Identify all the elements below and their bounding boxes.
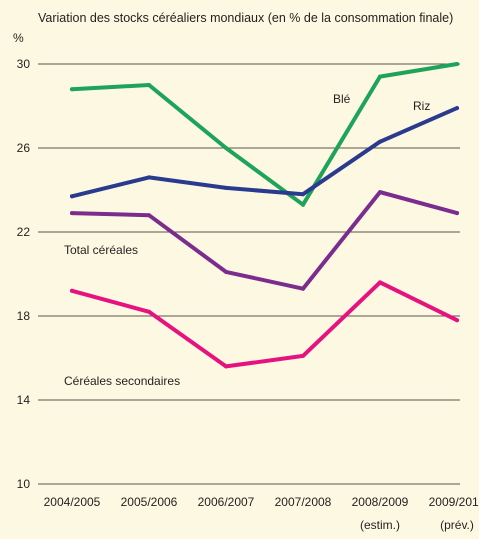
y-tick-label: 10 [17, 477, 31, 491]
x-tick-label: 2008/2009 [352, 495, 409, 509]
series-1 [70, 106, 459, 199]
data-point [301, 286, 305, 291]
x-tick-label: 2005/2006 [121, 495, 178, 509]
data-point [224, 185, 228, 190]
data-point [378, 74, 382, 79]
series-line [70, 106, 459, 199]
x-tick-note: (estim.) [360, 518, 400, 532]
data-point [70, 211, 74, 216]
gridlines [38, 63, 460, 485]
data-point [378, 190, 382, 195]
x-tick-label: 2007/2008 [275, 495, 332, 509]
data-point [455, 62, 459, 66]
series-label: Total céréales [64, 243, 138, 257]
y-tick-label: 18 [17, 309, 31, 323]
y-axis-ticks: 10 14 18 22 26 30 [17, 57, 31, 491]
y-axis-unit: % [13, 31, 24, 45]
series-label: Céréales secondaires [64, 374, 180, 388]
data-point [70, 87, 74, 92]
data-point [147, 213, 151, 218]
data-point [224, 146, 228, 150]
data-point [378, 280, 382, 285]
data-point [147, 83, 151, 87]
data-point [147, 309, 151, 314]
x-tick-label: 2009/2010 [429, 495, 479, 509]
y-tick-label: 30 [17, 57, 31, 71]
x-tick-note: (prév.) [440, 518, 474, 532]
series-lines [70, 62, 459, 369]
data-point [301, 192, 305, 197]
x-axis-ticks: 2004/2005 2005/2006 2006/2007 2007/2008 2008… [44, 495, 479, 532]
series-labels: Blé Riz Total céréales Céréales secondaires [64, 92, 430, 388]
x-tick-label: 2006/2007 [198, 495, 255, 509]
series-3 [70, 280, 459, 369]
data-point [455, 106, 459, 111]
data-point [455, 211, 459, 216]
series-label: Blé [333, 92, 351, 106]
data-point [224, 364, 228, 369]
series-label: Riz [413, 99, 430, 113]
data-point [224, 269, 228, 274]
data-point [70, 288, 74, 293]
series-2 [70, 190, 459, 291]
data-point [70, 194, 74, 199]
data-point [147, 175, 151, 180]
series-line [70, 62, 459, 207]
data-point [455, 318, 459, 323]
y-tick-label: 26 [17, 141, 31, 155]
series-line [70, 190, 459, 291]
data-point [301, 353, 305, 358]
series-line [70, 280, 459, 369]
series-0 [70, 62, 459, 207]
y-tick-label: 22 [17, 225, 31, 239]
data-point [301, 202, 305, 207]
chart-title: Variation des stocks céréaliers mondiaux… [38, 11, 453, 25]
data-point [378, 139, 382, 144]
y-tick-label: 14 [17, 393, 31, 407]
x-tick-label: 2004/2005 [44, 495, 101, 509]
